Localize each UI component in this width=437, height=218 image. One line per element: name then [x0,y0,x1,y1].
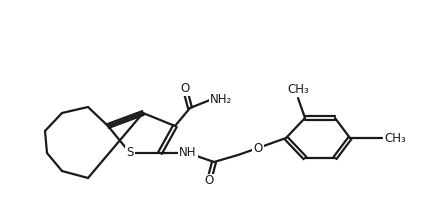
Text: O: O [180,82,190,95]
Text: O: O [205,174,214,187]
Text: CH₃: CH₃ [287,83,309,96]
Text: CH₃: CH₃ [384,131,406,145]
Text: O: O [253,141,263,155]
Text: NH: NH [179,146,197,160]
Text: NH₂: NH₂ [210,94,232,107]
Text: S: S [126,146,134,160]
